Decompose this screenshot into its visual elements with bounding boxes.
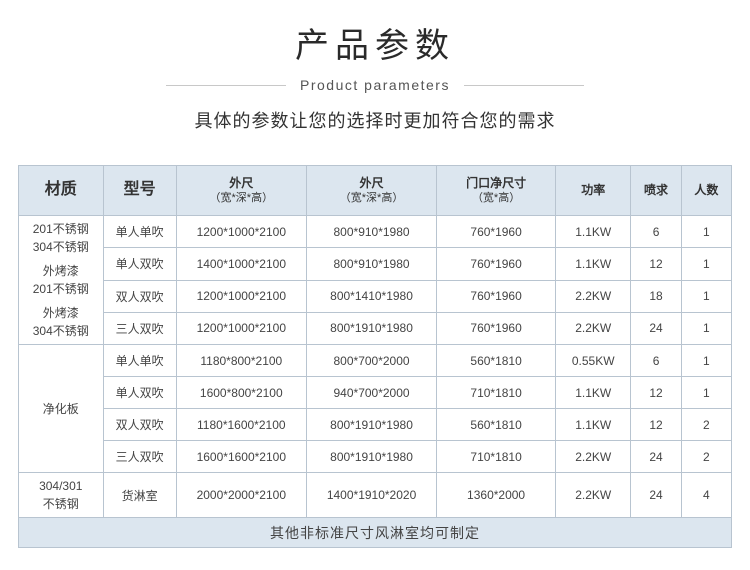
cell-people: 1 bbox=[681, 280, 731, 312]
cell-d1: 1400*1000*2100 bbox=[176, 248, 306, 280]
cell-people: 4 bbox=[681, 473, 731, 518]
cell-model: 货淋室 bbox=[103, 473, 176, 518]
cell-d1: 1200*1000*2100 bbox=[176, 280, 306, 312]
table-row: 净化板单人单吹1180*800*2100800*700*2000560*1810… bbox=[19, 345, 732, 377]
table-wrap: 材质型号外尺（宽*深*高）外尺（宽*深*高）门口净尺寸（宽*高）功率喷求人数 2… bbox=[18, 165, 732, 548]
col-header-dim3: 门口净尺寸（宽*高） bbox=[437, 166, 556, 216]
cell-power: 1.1KW bbox=[556, 409, 631, 441]
cell-spray: 12 bbox=[631, 248, 681, 280]
material-cell: 304/301不锈钢 bbox=[19, 473, 104, 518]
cell-people: 2 bbox=[681, 441, 731, 473]
col-header-material: 材质 bbox=[19, 166, 104, 216]
parameters-table: 材质型号外尺（宽*深*高）外尺（宽*深*高）门口净尺寸（宽*高）功率喷求人数 2… bbox=[18, 165, 732, 548]
cell-d2: 800*910*1980 bbox=[306, 216, 436, 248]
table-row: 201不锈钢304不锈钢外烤漆201不锈钢外烤漆304不锈钢单人单吹1200*1… bbox=[19, 216, 732, 248]
table-header: 材质型号外尺（宽*深*高）外尺（宽*深*高）门口净尺寸（宽*高）功率喷求人数 bbox=[19, 166, 732, 216]
material-cell: 201不锈钢304不锈钢外烤漆201不锈钢外烤漆304不锈钢 bbox=[19, 216, 104, 345]
cell-d2: 800*910*1980 bbox=[306, 248, 436, 280]
cell-d1: 2000*2000*2100 bbox=[176, 473, 306, 518]
subtitle-row: Product parameters bbox=[0, 77, 750, 93]
cell-model: 单人双吹 bbox=[103, 377, 176, 409]
cell-spray: 6 bbox=[631, 345, 681, 377]
cell-d2: 800*1910*1980 bbox=[306, 312, 436, 344]
cell-d3: 760*1960 bbox=[437, 248, 556, 280]
col-header-people: 人数 bbox=[681, 166, 731, 216]
cell-power: 2.2KW bbox=[556, 312, 631, 344]
cell-power: 0.55KW bbox=[556, 345, 631, 377]
cell-spray: 24 bbox=[631, 441, 681, 473]
cell-d2: 800*1410*1980 bbox=[306, 280, 436, 312]
cell-people: 1 bbox=[681, 248, 731, 280]
cell-d3: 760*1960 bbox=[437, 312, 556, 344]
divider-left bbox=[166, 85, 286, 86]
cell-power: 1.1KW bbox=[556, 248, 631, 280]
col-header-spray: 喷求 bbox=[631, 166, 681, 216]
table-row: 304/301不锈钢货淋室2000*2000*21001400*1910*202… bbox=[19, 473, 732, 518]
cell-d3: 710*1810 bbox=[437, 441, 556, 473]
cell-spray: 12 bbox=[631, 377, 681, 409]
header-block: 产品参数 Product parameters 具体的参数让您的选择时更加符合您… bbox=[0, 0, 750, 133]
material-cell: 净化板 bbox=[19, 345, 104, 473]
cell-model: 三人双吹 bbox=[103, 312, 176, 344]
cell-model: 三人双吹 bbox=[103, 441, 176, 473]
cell-power: 2.2KW bbox=[556, 473, 631, 518]
cell-d3: 760*1960 bbox=[437, 216, 556, 248]
cell-spray: 24 bbox=[631, 473, 681, 518]
table-footer: 其他非标准尺寸风淋室均可制定 bbox=[19, 518, 732, 548]
table-row: 双人双吹1180*1600*2100800*1910*1980560*18101… bbox=[19, 409, 732, 441]
cell-people: 1 bbox=[681, 312, 731, 344]
table-body: 201不锈钢304不锈钢外烤漆201不锈钢外烤漆304不锈钢单人单吹1200*1… bbox=[19, 216, 732, 518]
col-header-power: 功率 bbox=[556, 166, 631, 216]
col-header-dim2: 外尺（宽*深*高） bbox=[306, 166, 436, 216]
table-row: 三人双吹1600*1600*2100800*1910*1980710*18102… bbox=[19, 441, 732, 473]
cell-d2: 800*700*2000 bbox=[306, 345, 436, 377]
cell-d3: 760*1960 bbox=[437, 280, 556, 312]
cell-people: 1 bbox=[681, 345, 731, 377]
subtitle: Product parameters bbox=[300, 77, 450, 93]
cell-people: 1 bbox=[681, 377, 731, 409]
divider-right bbox=[464, 85, 584, 86]
cell-d1: 1180*800*2100 bbox=[176, 345, 306, 377]
cell-people: 2 bbox=[681, 409, 731, 441]
cell-model: 单人单吹 bbox=[103, 216, 176, 248]
cell-model: 双人双吹 bbox=[103, 280, 176, 312]
cell-d1: 1600*1600*2100 bbox=[176, 441, 306, 473]
main-title: 产品参数 bbox=[0, 18, 750, 67]
cell-d2: 800*1910*1980 bbox=[306, 409, 436, 441]
cell-power: 1.1KW bbox=[556, 377, 631, 409]
cell-spray: 6 bbox=[631, 216, 681, 248]
cell-spray: 24 bbox=[631, 312, 681, 344]
cell-people: 1 bbox=[681, 216, 731, 248]
cell-d3: 710*1810 bbox=[437, 377, 556, 409]
col-header-dim1: 外尺（宽*深*高） bbox=[176, 166, 306, 216]
cell-d3: 1360*2000 bbox=[437, 473, 556, 518]
cell-d1: 1200*1000*2100 bbox=[176, 312, 306, 344]
cell-d2: 940*700*2000 bbox=[306, 377, 436, 409]
cell-model: 单人单吹 bbox=[103, 345, 176, 377]
cell-d2: 800*1910*1980 bbox=[306, 441, 436, 473]
cell-d3: 560*1810 bbox=[437, 409, 556, 441]
table-row: 双人双吹1200*1000*2100800*1410*1980760*19602… bbox=[19, 280, 732, 312]
description: 具体的参数让您的选择时更加符合您的需求 bbox=[0, 107, 750, 133]
cell-power: 2.2KW bbox=[556, 280, 631, 312]
cell-spray: 18 bbox=[631, 280, 681, 312]
col-header-model: 型号 bbox=[103, 166, 176, 216]
cell-d1: 1180*1600*2100 bbox=[176, 409, 306, 441]
cell-model: 双人双吹 bbox=[103, 409, 176, 441]
cell-d1: 1600*800*2100 bbox=[176, 377, 306, 409]
cell-d2: 1400*1910*2020 bbox=[306, 473, 436, 518]
cell-model: 单人双吹 bbox=[103, 248, 176, 280]
table-row: 单人双吹1400*1000*2100800*910*1980760*19601.… bbox=[19, 248, 732, 280]
cell-d1: 1200*1000*2100 bbox=[176, 216, 306, 248]
cell-power: 1.1KW bbox=[556, 216, 631, 248]
cell-power: 2.2KW bbox=[556, 441, 631, 473]
cell-spray: 12 bbox=[631, 409, 681, 441]
cell-d3: 560*1810 bbox=[437, 345, 556, 377]
table-row: 单人双吹1600*800*2100940*700*2000710*18101.1… bbox=[19, 377, 732, 409]
table-row: 三人双吹1200*1000*2100800*1910*1980760*19602… bbox=[19, 312, 732, 344]
